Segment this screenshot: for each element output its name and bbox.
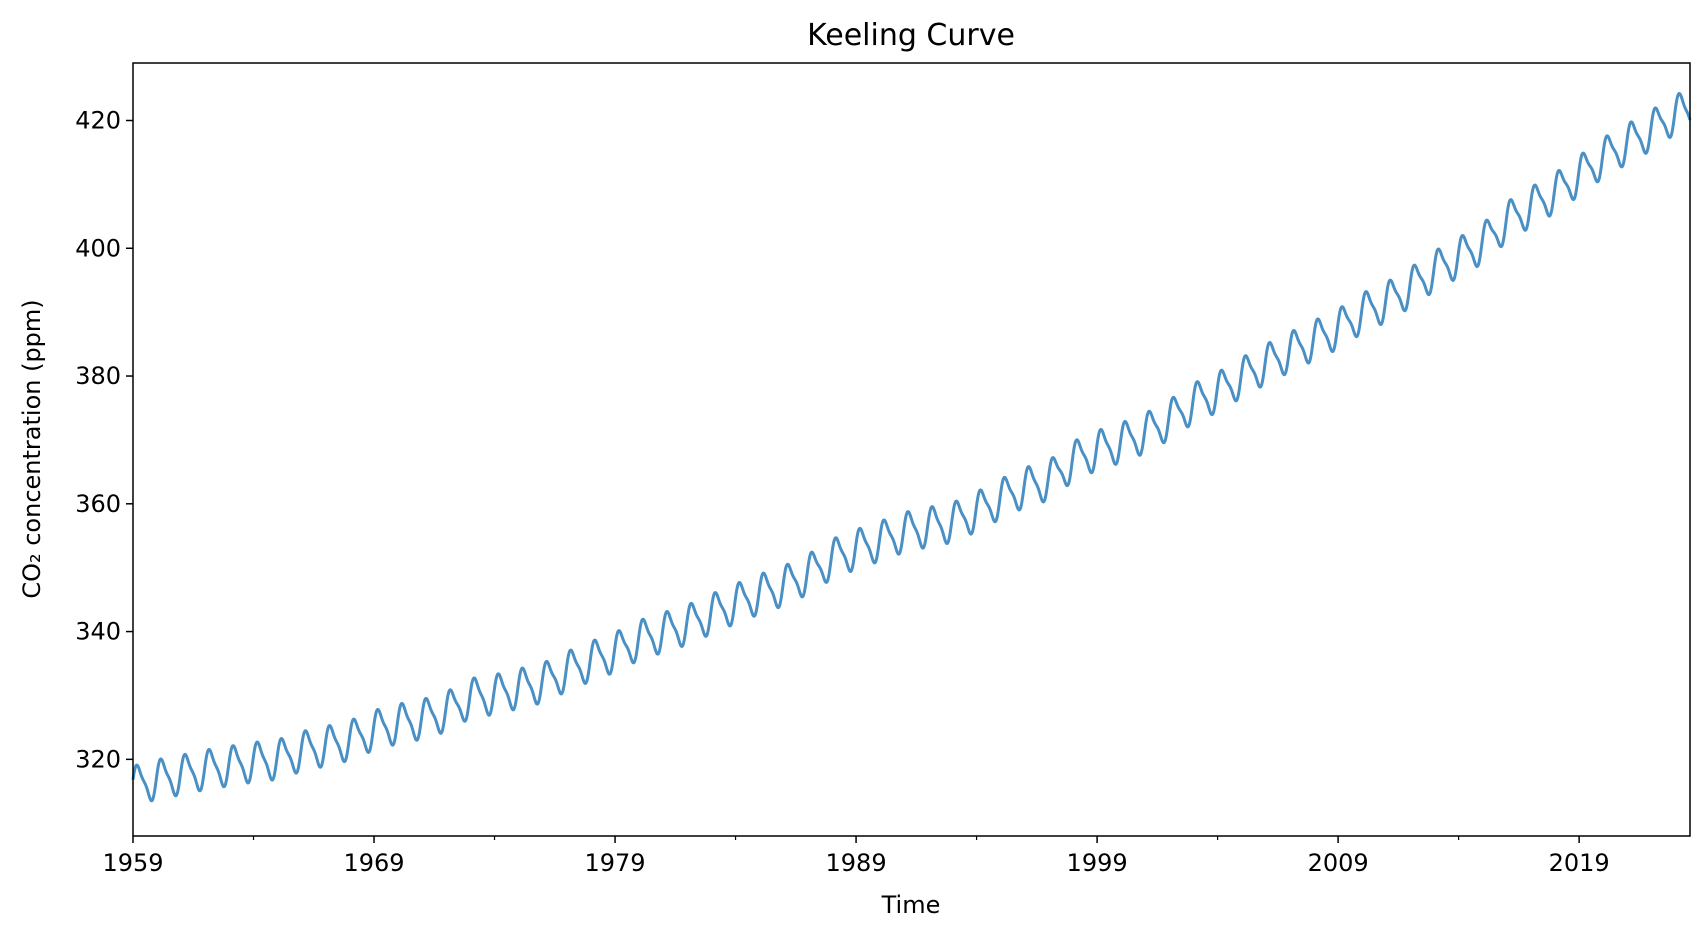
y-tick-label-400: 400 (75, 234, 121, 262)
x-axis-label: Time (881, 891, 941, 919)
plot-area (131, 62, 1692, 837)
y-tick-label-340: 340 (75, 618, 121, 646)
x-tick-label-2019: 2019 (1549, 849, 1610, 877)
x-tick-label-1959: 1959 (102, 849, 163, 877)
x-axis-ticks: 1959 1969 1979 1989 1999 2009 2019 (102, 836, 1610, 877)
x-tick-label-2009: 2009 (1308, 849, 1369, 877)
x-tick-label-1979: 1979 (585, 849, 646, 877)
y-axis-label: CO₂ concentration (ppm) (18, 299, 46, 598)
axes-frame (132, 62, 1691, 837)
y-tick-label-380: 380 (75, 362, 121, 390)
x-tick-label-1989: 1989 (826, 849, 887, 877)
y-tick-label-320: 320 (75, 745, 121, 773)
y-axis-ticks: 320 340 360 380 400 420 (75, 106, 133, 773)
x-tick-label-1999: 1999 (1067, 849, 1128, 877)
y-tick-label-360: 360 (75, 490, 121, 518)
chart-title: Keeling Curve (807, 18, 1015, 53)
co2-series-line (131, 92, 1692, 803)
x-tick-label-1969: 1969 (343, 849, 404, 877)
y-tick-label-420: 420 (75, 106, 121, 134)
